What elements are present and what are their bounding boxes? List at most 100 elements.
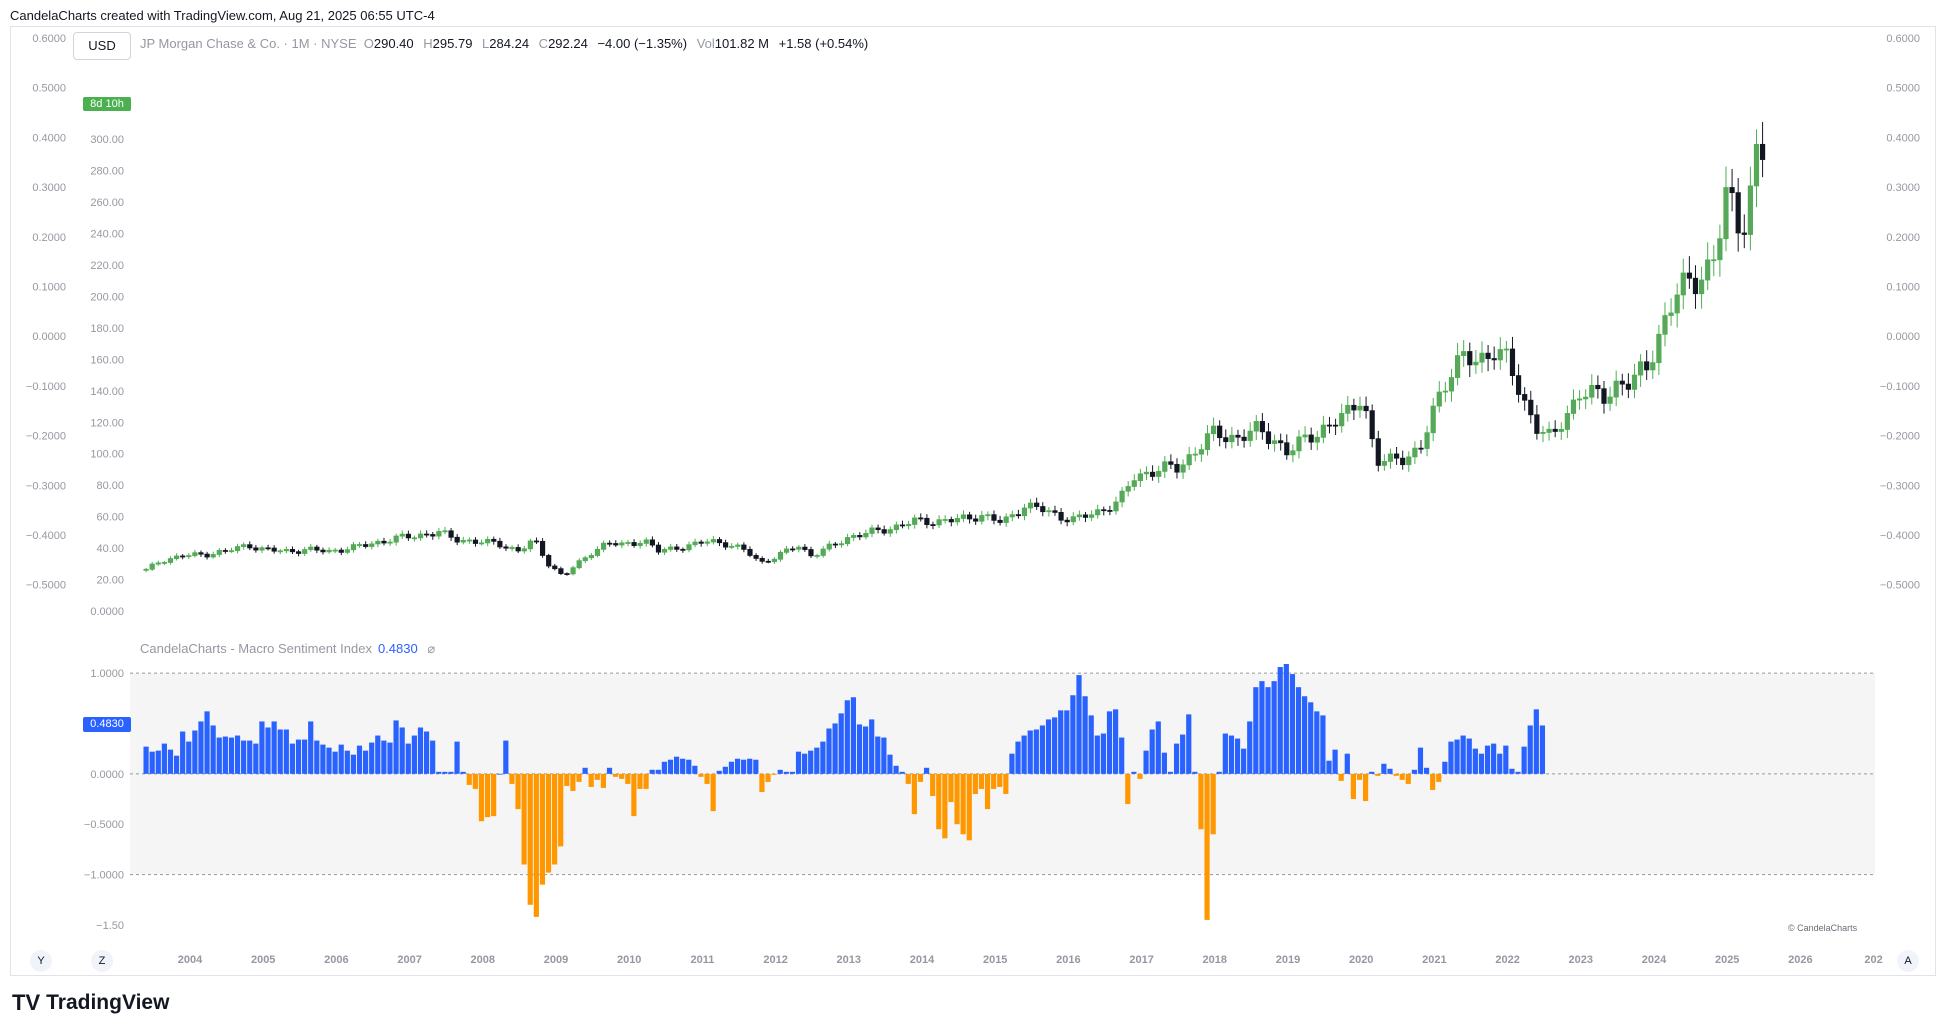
candle-body: [564, 573, 570, 575]
price-change: −4.00 (−1.35%): [597, 36, 688, 51]
candle-body: [356, 544, 363, 546]
sentiment-bar: [186, 741, 192, 774]
symbol-name[interactable]: JP Morgan Chase & Co. · 1M · NYSE: [140, 36, 357, 51]
candle-body: [1454, 355, 1461, 378]
candle-body: [546, 555, 552, 567]
candle-body: [320, 549, 326, 553]
low-value: 284.24: [489, 36, 530, 51]
candle-body: [1576, 398, 1583, 401]
candle-body: [991, 514, 997, 521]
x-axis-tick: 2024: [1642, 954, 1667, 966]
copyright-note: © CandelaCharts: [1788, 923, 1858, 933]
sentiment-bar: [442, 771, 448, 774]
sentiment-bar: [545, 773, 552, 873]
sentiment-bar: [466, 773, 472, 785]
candle-body: [1400, 457, 1406, 466]
candle-body: [1046, 510, 1052, 513]
tradingview-brand[interactable]: TV TradingView: [12, 990, 169, 1016]
candle-body: [796, 546, 802, 550]
candle-body: [1656, 333, 1662, 364]
candle-body: [899, 524, 906, 527]
candle-body: [1265, 431, 1272, 444]
x-axis-tick: 2018: [1203, 954, 1227, 966]
candle-body: [1637, 361, 1644, 376]
candle-body: [234, 546, 241, 552]
candle-body: [302, 549, 308, 554]
candle-body: [686, 544, 692, 551]
sentiment-bar: [491, 773, 497, 817]
sentiment-bar: [173, 755, 180, 774]
candle-body: [1473, 361, 1479, 366]
candle-body: [1674, 294, 1680, 314]
sentiment-bar: [362, 750, 369, 774]
x-axis-tick: 2020: [1349, 954, 1373, 966]
candle-body: [851, 535, 857, 538]
candle-body: [771, 558, 777, 563]
right-axis-tick: 0.1000: [1886, 282, 1920, 294]
candle-body: [1290, 450, 1296, 456]
zoom-z-button[interactable]: Z: [91, 950, 113, 972]
sentiment-bar: [1228, 735, 1235, 774]
sentiment-bar: [1143, 750, 1149, 774]
candle-body: [1564, 413, 1570, 430]
candle-body: [1339, 412, 1345, 427]
indicator-value-tag: 0.4830: [83, 717, 131, 732]
sentiment-bar: [692, 765, 698, 774]
sentiment-bar: [1478, 753, 1485, 774]
sentiment-bar: [265, 727, 271, 774]
sentiment-bar: [1289, 674, 1296, 774]
candle-body: [698, 541, 704, 544]
candle-body: [350, 544, 357, 551]
candle-body: [387, 541, 393, 544]
sentiment-bar: [875, 736, 881, 774]
left-axis-tick: 0.0000: [32, 331, 66, 343]
sentiment-bar: [881, 737, 887, 774]
x-axis-tick: 2011: [690, 954, 714, 966]
candle-body: [1509, 348, 1516, 377]
sentiment-bar: [789, 771, 796, 774]
sentiment-bar: [1259, 681, 1265, 774]
sentiment-bar: [314, 740, 320, 774]
sentiment-bar: [277, 729, 283, 774]
sentiment-bar: [1362, 773, 1369, 802]
zoom-y-button[interactable]: Y: [30, 950, 52, 972]
price-axis-tick: 280.00: [90, 166, 124, 178]
indicator-name[interactable]: CandelaCharts - Macro Sentiment Index: [140, 641, 372, 656]
open-label: O: [363, 36, 374, 51]
sentiment-bar: [1503, 745, 1509, 774]
sentiment-bar: [417, 727, 424, 774]
candle-body: [588, 555, 594, 559]
candle-body: [369, 543, 375, 547]
sentiment-bar: [527, 773, 533, 905]
x-axis-tick: 2009: [544, 954, 568, 966]
auto-scale-button[interactable]: A: [1897, 950, 1919, 972]
candle-body: [1381, 461, 1387, 466]
open-value: 290.40: [373, 36, 414, 51]
indicator-axis-tick: 1.0000: [90, 668, 124, 680]
candle-body: [515, 547, 521, 552]
candle-body: [777, 551, 784, 560]
hidden-eye-icon[interactable]: ⌀: [427, 641, 436, 656]
sentiment-bar: [1234, 738, 1241, 774]
candle-body: [948, 519, 954, 523]
candle-body: [1052, 510, 1058, 513]
candles-layer: [143, 122, 1766, 576]
currency-selector[interactable]: USD: [73, 32, 131, 60]
chart-header: CandelaCharts created with TradingView.c…: [10, 8, 435, 23]
candle-body: [1241, 436, 1247, 441]
candle-body: [1137, 473, 1143, 482]
sentiment-bar: [704, 773, 710, 784]
sentiment-bar: [1009, 753, 1015, 774]
sentiment-bar: [338, 744, 344, 774]
sentiment-bar: [1216, 771, 1222, 774]
candle-body: [533, 540, 540, 543]
candle-body: [1027, 502, 1034, 509]
sentiment-bar: [1320, 715, 1326, 774]
sentiment-bar: [686, 759, 692, 774]
sentiment-bar: [619, 773, 625, 779]
sentiment-bar: [1186, 714, 1192, 774]
sentiment-bar: [1332, 749, 1338, 774]
sentiment-bar: [997, 773, 1003, 787]
sentiment-bar: [1405, 773, 1411, 784]
